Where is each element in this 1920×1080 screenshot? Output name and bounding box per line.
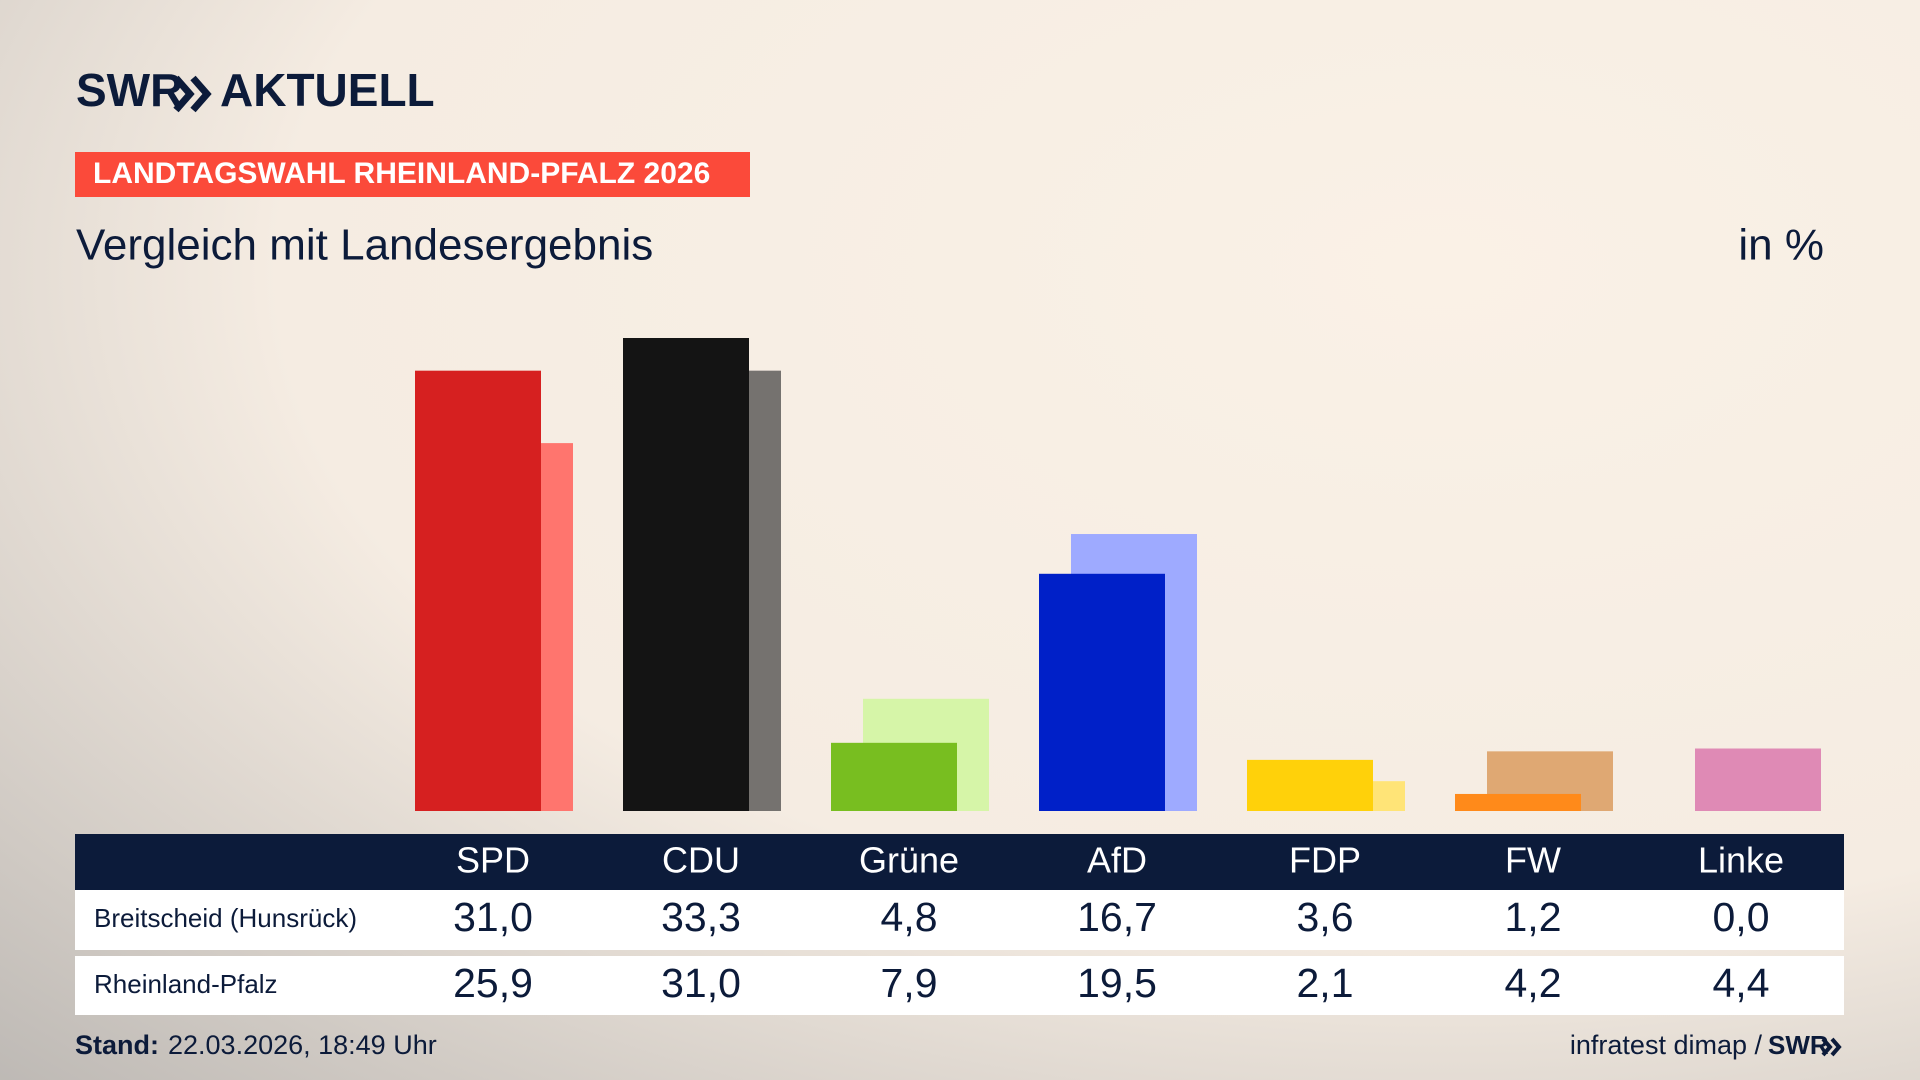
kicker: LANDTAGSWAHL RHEINLAND-PFALZ 2026 <box>93 157 710 190</box>
bar <box>1695 748 1821 811</box>
party-label: CDU <box>662 840 740 881</box>
value-label: 4,8 <box>881 894 938 940</box>
party-label: FDP <box>1289 840 1361 881</box>
source: infratest dimap / <box>1570 1030 1763 1060</box>
subtitle: Vergleich mit Landesergebnis <box>76 221 653 270</box>
party-label: SPD <box>456 840 530 881</box>
value-label: 25,9 <box>453 960 533 1006</box>
stand-label: Stand: <box>75 1030 159 1060</box>
value-label: 3,6 <box>1297 894 1354 940</box>
brand-chevron <box>190 75 212 113</box>
bar <box>831 742 957 811</box>
source-chevron <box>1821 1037 1833 1057</box>
bar <box>1455 793 1581 811</box>
brand: SWR <box>76 64 183 116</box>
kicker-box <box>75 152 750 197</box>
source-brand: SWR <box>1768 1030 1829 1060</box>
brand-chevron <box>173 75 195 113</box>
unit: in % <box>1738 221 1824 270</box>
table-row <box>75 956 1844 1015</box>
value-label: 4,2 <box>1505 960 1562 1006</box>
value-label: 1,2 <box>1505 894 1562 940</box>
value-label: 19,5 <box>1077 960 1157 1006</box>
brand-suffix: AKTUELL <box>220 64 435 116</box>
bar <box>415 370 541 811</box>
value-label: 2,1 <box>1297 960 1354 1006</box>
party-label: Linke <box>1698 840 1784 881</box>
row-label: Rheinland-Pfalz <box>94 969 278 999</box>
table-row <box>75 890 1844 950</box>
stand: 22.03.2026, 18:49 Uhr <box>168 1030 437 1060</box>
value-label: 0,0 <box>1713 894 1770 940</box>
value-label: 4,4 <box>1713 960 1770 1006</box>
source-chevron <box>1830 1037 1842 1057</box>
bar <box>623 338 749 811</box>
value-label: 16,7 <box>1077 894 1157 940</box>
table-header <box>75 834 1844 890</box>
party-label: Grüne <box>859 840 959 881</box>
row-label: Breitscheid (Hunsrück) <box>94 903 357 933</box>
value-label: 31,0 <box>661 960 741 1006</box>
party-label: AfD <box>1087 840 1147 881</box>
bar <box>1039 573 1165 811</box>
bar <box>1247 759 1373 811</box>
value-label: 7,9 <box>881 960 938 1006</box>
value-label: 33,3 <box>661 894 741 940</box>
party-label: FW <box>1505 840 1561 881</box>
value-label: 31,0 <box>453 894 533 940</box>
